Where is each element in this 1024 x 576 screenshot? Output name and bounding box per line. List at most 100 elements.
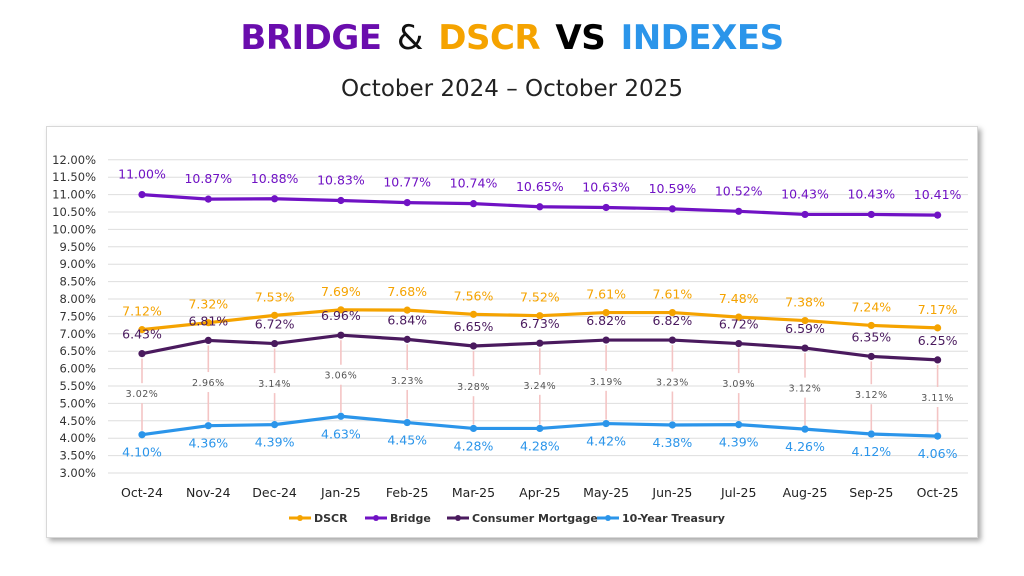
data-point: [934, 356, 942, 364]
y-tick-label: 12.00%: [52, 153, 96, 167]
data-label: 6.65%: [454, 319, 494, 334]
x-tick-label: Jan-25: [320, 485, 361, 500]
x-tick-label: Sep-25: [849, 485, 893, 500]
y-tick-label: 9.50%: [59, 240, 96, 254]
data-point: [536, 424, 544, 433]
data-label: 6.82%: [586, 313, 626, 328]
y-tick-label: 9.00%: [59, 257, 96, 271]
y-tick-label: 3.00%: [59, 466, 96, 480]
x-tick-label: Aug-25: [783, 485, 828, 500]
data-point: [801, 210, 809, 219]
x-tick-label: Dec-24: [252, 485, 297, 500]
data-point: [337, 412, 345, 420]
data-point: [867, 430, 875, 438]
data-point: [271, 311, 279, 319]
data-point: [536, 203, 544, 211]
title-ampersand: &: [396, 18, 424, 58]
data-label: 4.26%: [785, 439, 825, 454]
data-label: 6.82%: [653, 313, 693, 328]
x-tick-label: Jun-25: [651, 485, 692, 500]
data-label: 4.39%: [255, 435, 295, 450]
data-point: [138, 350, 146, 358]
data-point: [602, 336, 610, 344]
data-point: [403, 418, 411, 427]
data-point: [403, 335, 411, 343]
data-label: 6.72%: [255, 317, 295, 332]
data-point: [867, 321, 875, 330]
legend-label: 10-Year Treasury: [622, 512, 725, 525]
y-tick-label: 10.00%: [52, 222, 96, 236]
data-point: [469, 424, 478, 433]
data-label: 10.83%: [317, 173, 365, 188]
legend-marker: [455, 515, 461, 521]
spread-label: 3.12%: [855, 390, 888, 401]
x-tick-label: Nov-24: [186, 485, 231, 500]
data-point: [138, 431, 146, 439]
data-label: 10.74%: [450, 176, 498, 191]
data-label: 7.24%: [851, 299, 891, 314]
y-tick-label: 4.50%: [59, 414, 96, 428]
data-label: 4.06%: [918, 446, 958, 461]
data-point: [271, 421, 279, 429]
data-label: 10.88%: [251, 171, 299, 186]
data-label: 6.25%: [918, 333, 958, 348]
chart-title: BRIDGE & DSCR VS INDEXES: [0, 18, 1024, 58]
data-point: [867, 352, 875, 361]
data-point: [801, 316, 809, 325]
data-point: [469, 342, 478, 350]
legend-label: Consumer Mortgage: [472, 512, 598, 525]
data-label: 10.87%: [184, 171, 232, 186]
data-label: 6.73%: [520, 316, 560, 331]
y-tick-label: 8.50%: [59, 275, 96, 289]
data-point: [271, 195, 279, 203]
data-label: 7.32%: [188, 297, 228, 312]
data-point: [934, 211, 942, 219]
data-label: 7.48%: [719, 291, 759, 306]
data-point: [801, 344, 809, 352]
data-label: 4.12%: [851, 444, 891, 459]
legend-marker: [373, 515, 379, 521]
spread-label: 3.24%: [523, 381, 556, 392]
data-label: 4.42%: [586, 434, 626, 449]
data-point: [204, 319, 212, 327]
data-point: [337, 306, 345, 314]
y-tick-label: 4.00%: [59, 431, 96, 445]
data-point: [668, 308, 677, 317]
data-point: [934, 432, 942, 440]
spread-label: 3.28%: [457, 382, 490, 393]
spread-label: 3.14%: [258, 379, 291, 390]
data-point: [469, 310, 478, 318]
data-point: [403, 306, 411, 314]
data-point: [735, 339, 743, 348]
title-vs: VS: [555, 18, 606, 58]
data-label: 7.56%: [454, 288, 494, 303]
data-point: [204, 336, 212, 345]
data-point: [536, 312, 544, 320]
data-label: 10.77%: [383, 175, 431, 190]
spread-label: 3.19%: [590, 377, 623, 388]
x-tick-label: Mar-25: [452, 485, 495, 500]
data-label: 7.52%: [520, 290, 560, 305]
data-label: 6.72%: [719, 317, 759, 332]
data-point: [668, 421, 677, 429]
data-label: 4.38%: [653, 435, 693, 450]
legend-marker: [605, 515, 611, 521]
data-point: [204, 195, 212, 203]
data-point: [668, 336, 677, 344]
data-label: 10.43%: [781, 186, 829, 201]
data-point: [602, 308, 610, 317]
spread-label: 2.96%: [192, 378, 225, 389]
data-point: [204, 422, 212, 430]
data-label: 10.59%: [649, 181, 697, 196]
data-point: [735, 421, 743, 429]
title-bridge: BRIDGE: [240, 18, 382, 58]
y-tick-label: 5.00%: [59, 396, 96, 410]
data-point: [735, 313, 743, 321]
y-tick-label: 11.00%: [52, 188, 96, 202]
x-tick-label: Oct-25: [917, 485, 959, 500]
data-label: 7.12%: [122, 304, 162, 319]
data-label: 10.63%: [582, 179, 630, 194]
legend-marker: [297, 515, 303, 521]
spread-label: 3.23%: [656, 378, 689, 389]
legend-label: DSCR: [314, 512, 348, 525]
